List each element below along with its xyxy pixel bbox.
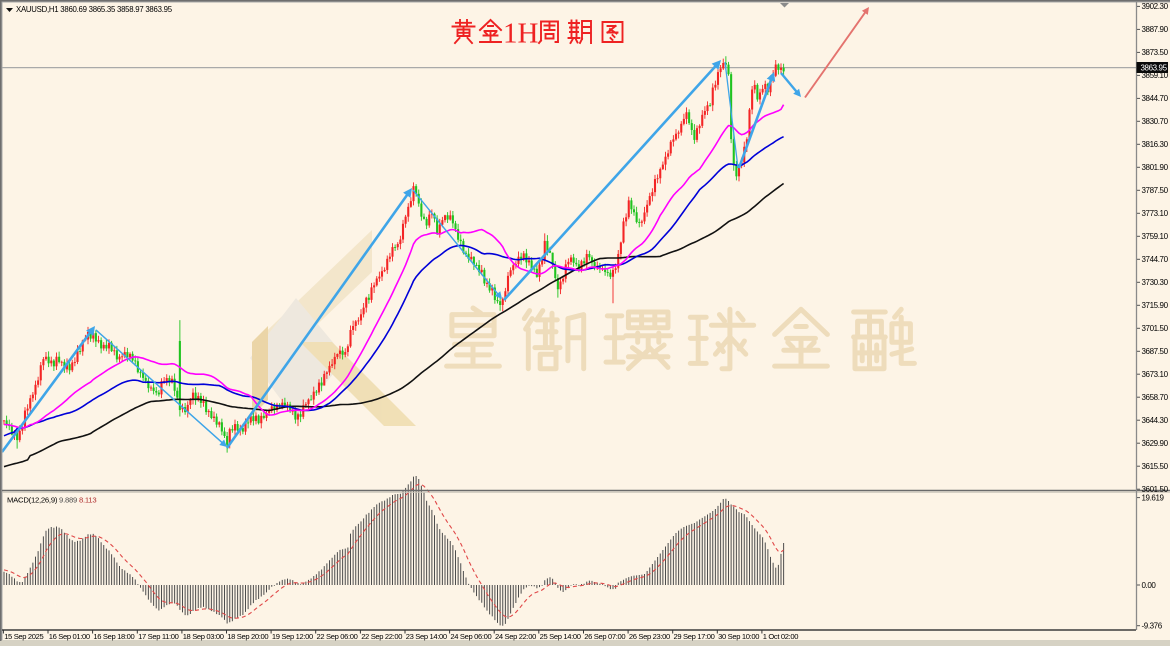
svg-text:3629.90: 3629.90 [1142, 439, 1169, 448]
svg-text:17 Sep 11:00: 17 Sep 11:00 [138, 632, 179, 641]
svg-text:3615.50: 3615.50 [1142, 462, 1169, 471]
svg-text:24 Sep 22:00: 24 Sep 22:00 [495, 632, 536, 641]
svg-text:30 Sep 10:00: 30 Sep 10:00 [718, 632, 759, 641]
svg-text:3801.90: 3801.90 [1142, 163, 1169, 172]
svg-text:3887.90: 3887.90 [1142, 25, 1169, 34]
svg-text:3715.90: 3715.90 [1142, 301, 1169, 310]
svg-text:-9.376: -9.376 [1142, 622, 1163, 631]
svg-text:19 Sep 12:00: 19 Sep 12:00 [272, 632, 313, 641]
svg-text:3873.50: 3873.50 [1142, 48, 1169, 57]
svg-text:3759.10: 3759.10 [1142, 232, 1169, 241]
svg-text:15 Sep 2025: 15 Sep 2025 [4, 632, 43, 641]
svg-text:29 Sep 17:00: 29 Sep 17:00 [674, 632, 715, 641]
svg-text:3773.10: 3773.10 [1142, 209, 1169, 218]
svg-text:3687.50: 3687.50 [1142, 347, 1169, 356]
svg-text:3744.70: 3744.70 [1142, 255, 1169, 264]
svg-text:26 Sep 23:00: 26 Sep 23:00 [629, 632, 670, 641]
svg-text:3863.95: 3863.95 [1141, 64, 1168, 73]
svg-text:18 Sep 20:00: 18 Sep 20:00 [227, 632, 268, 641]
svg-text:MACD(12,26,9) 9.889 8.113: MACD(12,26,9) 9.889 8.113 [7, 496, 96, 505]
svg-text:3859.10: 3859.10 [1142, 71, 1169, 80]
svg-text:23 Sep 14:00: 23 Sep 14:00 [406, 632, 447, 641]
svg-text:18 Sep 03:00: 18 Sep 03:00 [183, 632, 224, 641]
svg-text:1H: 1H [503, 18, 539, 50]
svg-text:3601.50: 3601.50 [1142, 485, 1169, 494]
svg-text:1 Oct 02:00: 1 Oct 02:00 [763, 632, 799, 641]
svg-text:0.00: 0.00 [1142, 581, 1157, 590]
svg-text:3830.70: 3830.70 [1142, 117, 1169, 126]
svg-text:22 Sep 06:00: 22 Sep 06:00 [317, 632, 358, 641]
svg-text:25 Sep 14:00: 25 Sep 14:00 [540, 632, 581, 641]
svg-text:16 Sep 18:00: 16 Sep 18:00 [93, 632, 134, 641]
svg-text:XAUUSD,H1 3860.69 3865.35 385: XAUUSD,H1 3860.69 3865.35 3858.97 3863.9… [16, 5, 173, 14]
svg-text:26 Sep 07:00: 26 Sep 07:00 [584, 632, 625, 641]
svg-text:22 Sep 22:00: 22 Sep 22:00 [361, 632, 402, 641]
svg-text:3902.30: 3902.30 [1142, 2, 1169, 11]
svg-text:3644.30: 3644.30 [1142, 416, 1169, 425]
svg-text:3787.50: 3787.50 [1142, 186, 1169, 195]
svg-text:3673.10: 3673.10 [1142, 370, 1169, 379]
svg-text:24 Sep 06:00: 24 Sep 06:00 [450, 632, 491, 641]
svg-text:3730.30: 3730.30 [1142, 278, 1169, 287]
svg-text:3844.70: 3844.70 [1142, 94, 1169, 103]
svg-text:3701.50: 3701.50 [1142, 324, 1169, 333]
svg-text:16 Sep 01:00: 16 Sep 01:00 [49, 632, 90, 641]
svg-text:3816.30: 3816.30 [1142, 140, 1169, 149]
svg-text:3658.70: 3658.70 [1142, 393, 1169, 402]
svg-text:19.619: 19.619 [1142, 493, 1165, 502]
